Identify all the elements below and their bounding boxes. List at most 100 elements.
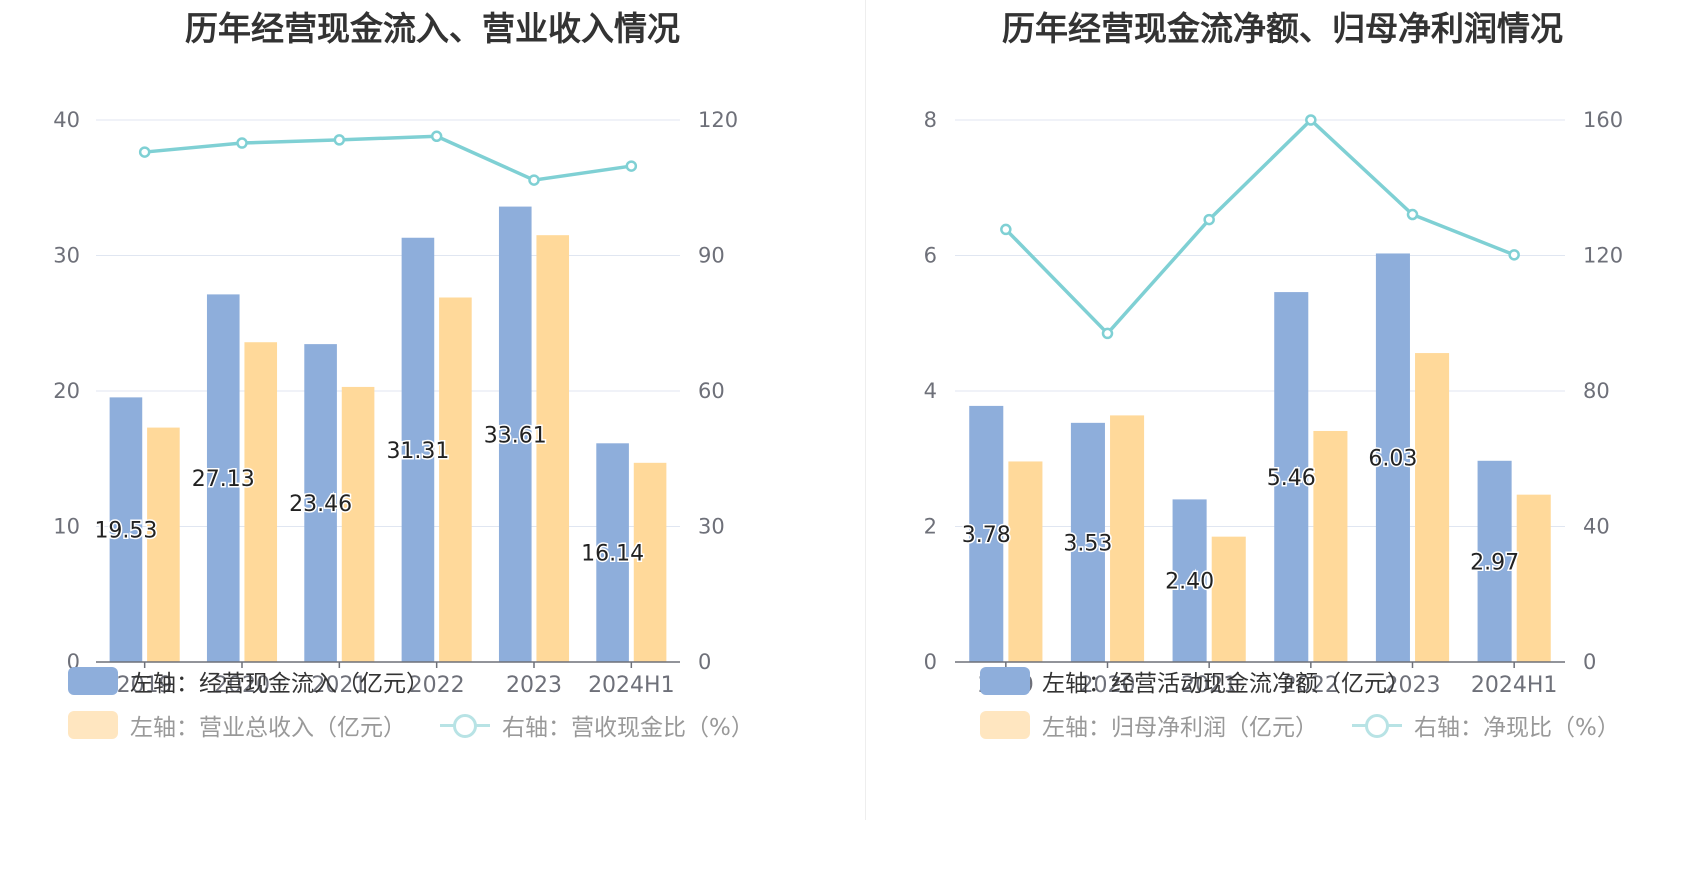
left-axis-tick-label: 30 — [53, 244, 80, 268]
bar-data-label: 33.61 — [484, 423, 547, 448]
x-axis-category-label: 2023 — [1385, 673, 1441, 698]
chart-panel-left: 历年经营现金流入、营业收入情况 0 10 20 30 40 0 30 60 90 120 2019 2… — [53, 9, 788, 742]
bar-primary — [1477, 460, 1512, 662]
right-axis-tick-label: 40 — [1583, 515, 1610, 539]
x-axis-category-label: 2021 — [311, 673, 367, 698]
bar-secondary — [633, 462, 667, 662]
ratio-point — [1406, 208, 1419, 221]
legend-row-1: 左轴：经营活动现金流净额（亿元） — [980, 664, 1444, 698]
x-axis-category-label: 2022 — [409, 673, 465, 698]
chart-title: 历年经营现金流净额、归母净利润情况 — [1002, 9, 1563, 48]
bar-data-label: 19.53 — [94, 519, 157, 544]
bar-data-label: 31.31 — [386, 439, 449, 464]
chart-panel-right: 历年经营现金流净额、归母净利润情况 0246804080120160201920… — [865, 0, 1700, 874]
bar-primary — [969, 405, 1004, 662]
bar-secondary — [1415, 353, 1450, 662]
bar-primary — [1070, 422, 1105, 662]
legend-swatch-bar-icon — [68, 667, 118, 695]
panel-divider — [865, 0, 866, 820]
ratio-point — [138, 146, 151, 158]
bar-primary — [596, 443, 629, 662]
legend-item-cash-inflow[interactable]: 左轴：经营现金流入（亿元） — [68, 664, 429, 698]
bar-primary — [1375, 253, 1410, 662]
bar-primary — [304, 344, 337, 662]
legend-row-2: 左轴：营业总收入（亿元） 右轴：营收现金比（%） — [68, 708, 788, 742]
bar-data-label: 5.46 — [1267, 466, 1316, 491]
legend-label: 右轴：净现比（%） — [1414, 715, 1620, 741]
legend-swatch-bar-icon — [980, 667, 1030, 695]
x-axis-category-label: 2020 — [1080, 673, 1136, 698]
bar-secondary — [244, 342, 278, 662]
left-axis-tick-label: 6 — [924, 244, 937, 268]
ratio-line — [144, 134, 632, 182]
bar-secondary — [1516, 494, 1551, 662]
legend-swatch-bar-icon — [980, 711, 1030, 739]
ratio-point — [1101, 327, 1114, 340]
x-axis-category-label: 2024H1 — [588, 673, 675, 698]
right-axis-tick-label: 0 — [1583, 650, 1596, 674]
bar-primary — [401, 237, 435, 662]
right-axis-tick-label: 30 — [698, 515, 725, 539]
legend-item-revenue[interactable]: 左轴：营业总收入（亿元） — [68, 708, 406, 742]
legend-row-1: 左轴：经营现金流入（亿元） — [68, 664, 463, 698]
bar-data-label: 16.14 — [581, 542, 644, 567]
ratio-point — [1508, 249, 1520, 261]
legend-item-cash-ratio[interactable]: 右轴：营收现金比（%） — [440, 708, 754, 742]
ratio-point — [1203, 213, 1215, 226]
legend-label: 左轴：归母净利润（亿元） — [1042, 715, 1318, 741]
right-axis-tick-label: 60 — [698, 379, 725, 403]
legend-label: 左轴：经营活动现金流净额（亿元） — [1042, 671, 1410, 697]
right-axis-tick-label: 120 — [698, 108, 738, 132]
bar-data-label: 2.97 — [1470, 550, 1519, 575]
legend-item-net-cash-ratio[interactable]: 右轴：净现比（%） — [1352, 708, 1620, 742]
left-axis-tick-label: 8 — [924, 108, 937, 132]
x-axis-category-label: 2019 — [117, 673, 173, 698]
bar-primary — [498, 206, 532, 662]
ratio-line — [1004, 117, 1515, 336]
ratio-point — [625, 160, 638, 172]
bar-data-label: 23.46 — [289, 492, 352, 517]
right-axis-tick-label: 80 — [1583, 379, 1610, 403]
ratio-point — [1000, 223, 1012, 236]
ratio-point — [430, 130, 443, 143]
bar-secondary — [341, 386, 375, 662]
x-axis-category-label: 2022 — [1283, 673, 1339, 698]
legend-swatch-line-icon — [440, 711, 490, 739]
legend-label: 右轴：营收现金比（%） — [502, 715, 754, 741]
bar-secondary — [1313, 430, 1348, 662]
x-axis-category-label: 2024H1 — [1471, 673, 1558, 698]
x-axis-category-label: 2021 — [1181, 673, 1237, 698]
bar-primary — [109, 397, 143, 662]
legend-item-net-cash-flow[interactable]: 左轴：经营活动现金流净额（亿元） — [980, 664, 1410, 698]
left-axis-tick-label: 4 — [924, 379, 937, 403]
bar-secondary — [1008, 461, 1043, 662]
bar-data-label: 6.03 — [1368, 447, 1417, 472]
legend-label: 左轴：营业总收入（亿元） — [130, 715, 406, 741]
right-axis-tick-label: 90 — [698, 244, 725, 268]
chart-canvas-right: 0246804080120160201920202021202220232024… — [924, 108, 1623, 698]
bar-data-label: 3.78 — [962, 523, 1011, 548]
left-axis-tick-label: 0 — [924, 650, 937, 674]
bar-secondary — [1110, 415, 1145, 662]
left-axis-tick-label: 20 — [53, 379, 80, 403]
x-axis-category-label: 2020 — [214, 673, 270, 698]
legend-swatch-bar-icon — [68, 711, 118, 739]
right-axis-tick-label: 160 — [1583, 108, 1623, 132]
chart-title: 历年经营现金流入、营业收入情况 — [185, 9, 680, 48]
bar-secondary — [536, 235, 570, 663]
ratio-point — [528, 174, 540, 186]
legend-swatch-line-icon — [1352, 711, 1402, 739]
bar-data-label: 2.40 — [1165, 570, 1214, 595]
right-axis-tick-label: 120 — [1583, 244, 1623, 268]
legend-item-net-profit[interactable]: 左轴：归母净利润（亿元） — [980, 708, 1318, 742]
ratio-point — [236, 137, 248, 149]
x-axis-category-label: 2023 — [506, 673, 562, 698]
ratio-point — [333, 134, 346, 146]
bar-primary — [1274, 292, 1309, 662]
bar-data-label: 3.53 — [1063, 531, 1112, 556]
bar-secondary — [1211, 536, 1246, 662]
left-axis-tick-label: 2 — [924, 515, 937, 539]
bar-primary — [206, 294, 240, 662]
left-axis-tick-label: 40 — [53, 108, 80, 132]
